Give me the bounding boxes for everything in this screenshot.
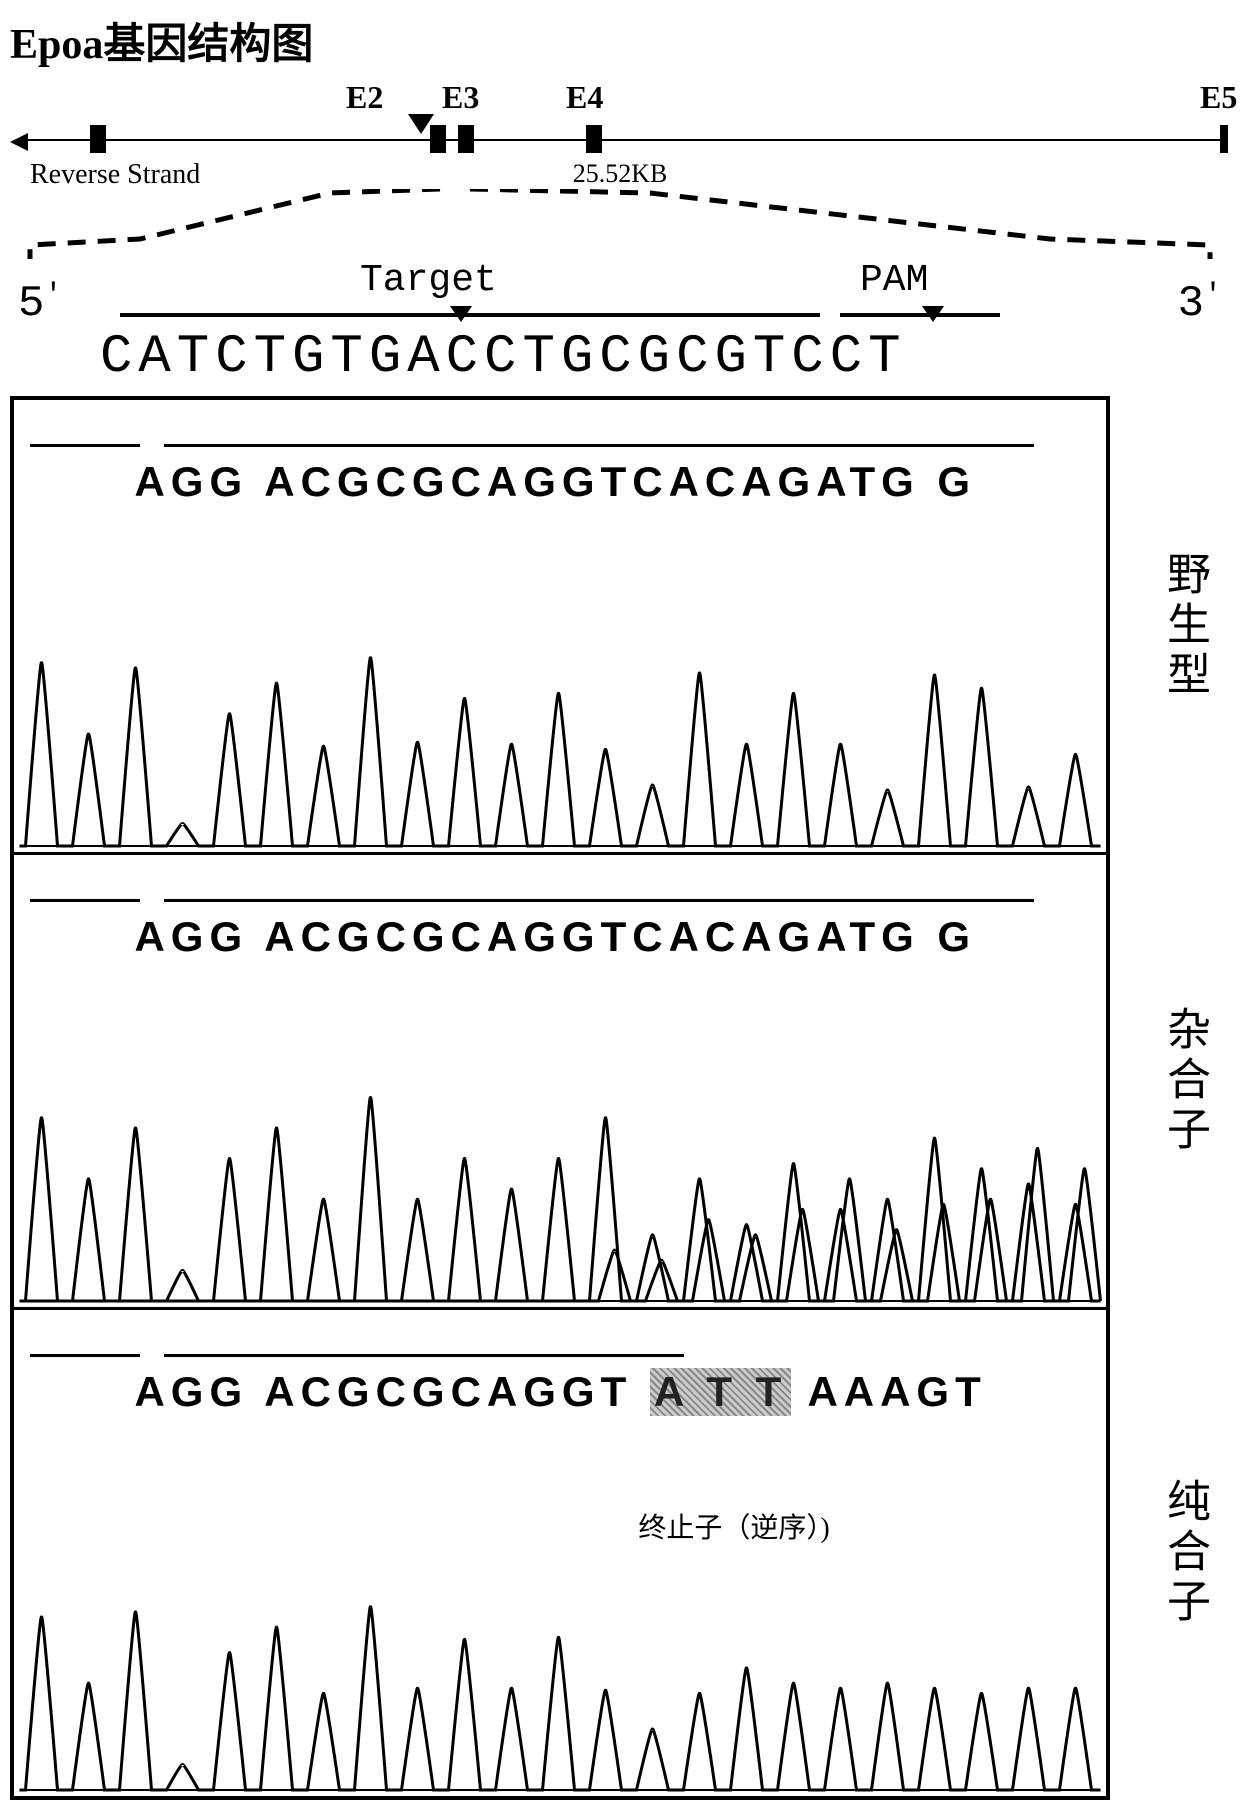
stop-codon-sublabel: 终止子（逆序）) — [604, 1506, 864, 1546]
page-title: Epoa基因结构图 — [10, 10, 1230, 71]
panel-homozygote: 纯合子 AGG ACGCGCAGGT A T T AAAGT 终止子（逆序）) — [14, 1310, 1106, 1796]
panel-seq-heterozygote: AGG ACGCGCAGGTCACAGATG G — [14, 855, 1106, 1057]
panel-heterozygote: 杂合子 AGG ACGCGCAGGTCACAGATG G — [14, 855, 1106, 1310]
gene-length-label: 25.52KB — [573, 159, 668, 188]
exon-label-e4: E4 — [566, 79, 603, 116]
target-label: Target — [360, 259, 497, 302]
panel-label-wildtype: 野生型 — [1152, 551, 1216, 701]
gene-structure: E2 E3 E4 E5 Reverse Strand 25.52KB — [10, 79, 1230, 179]
pam-underline — [840, 313, 1000, 317]
panel-wildtype: 野生型 AGG ACGCGCAGGTCACAGATG G — [14, 400, 1106, 855]
exon-label-e3: E3 — [442, 79, 479, 116]
panel-label-homozygote: 纯合子 — [1152, 1478, 1216, 1628]
exon-label-e2: E2 — [346, 79, 383, 116]
target-underline — [120, 313, 820, 317]
five-prime-label: 5' — [18, 279, 62, 329]
gene-line — [10, 119, 1230, 159]
chromatogram-box: 野生型 AGG ACGCGCAGGTCACAGATG G 杂合子 AGG ACG… — [10, 396, 1110, 1800]
panel-label-heterozygote: 杂合子 — [1152, 1006, 1216, 1156]
target-pam-row: 5' 3' Target PAM — [10, 259, 1230, 319]
chromatogram-heterozygote — [14, 1057, 1106, 1307]
exon-box-4 — [586, 125, 602, 153]
panel-seq-homozygote: AGG ACGCGCAGGT A T T AAAGT — [14, 1310, 1106, 1512]
chromatogram-homozygote — [14, 1546, 1106, 1796]
exon-box-3 — [458, 125, 474, 153]
exon-box-1 — [90, 125, 106, 153]
exon-box-2 — [430, 125, 446, 153]
panel-seq-wildtype: AGG ACGCGCAGGTCACAGATG G — [14, 400, 1106, 602]
reverse-strand-label: Reverse Strand — [30, 159, 200, 191]
chromatogram-wildtype — [14, 602, 1106, 852]
reverse-arrow-icon — [10, 131, 36, 158]
pam-label: PAM — [860, 259, 928, 302]
stop-codon-highlight: A T T — [650, 1368, 791, 1416]
gene-label-row: Reverse Strand 25.52KB — [10, 159, 1230, 189]
exon-box-5 — [1220, 125, 1228, 153]
main-sequence: CATCTGTGACCTGCGCGTCCT — [10, 319, 1230, 396]
three-prime-label: 3' — [1178, 279, 1222, 329]
exon-label-e5: E5 — [1200, 79, 1237, 116]
expansion-lines — [10, 189, 1230, 259]
exon-labels-row: E2 E3 E4 E5 — [10, 79, 1230, 119]
gene-baseline — [20, 139, 1220, 141]
